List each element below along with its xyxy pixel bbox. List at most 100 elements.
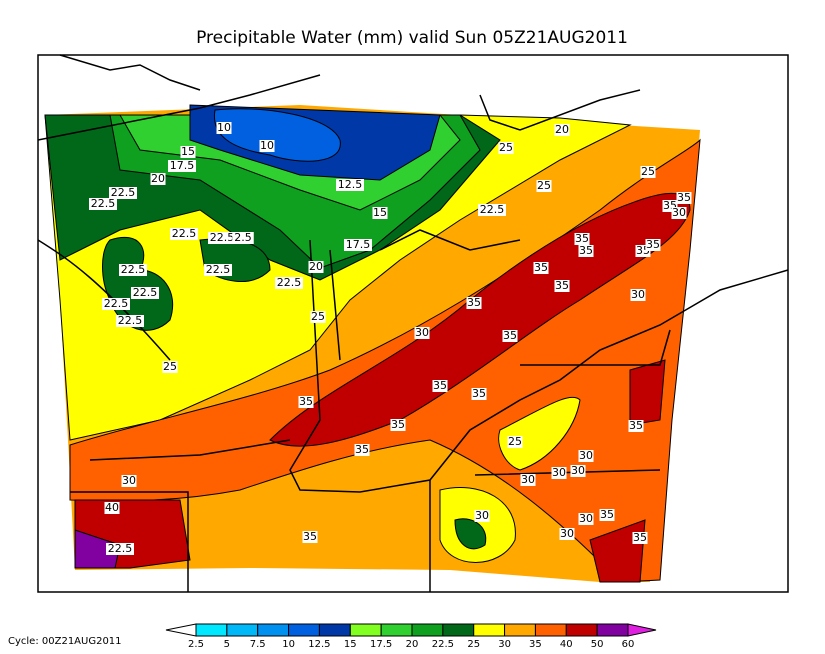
contour-label-bg (630, 289, 646, 301)
contour-label: 25 (163, 360, 177, 373)
contour-label-bg (414, 327, 430, 339)
contour-label: 35 (472, 387, 486, 400)
contour-label: 35 (503, 329, 517, 342)
title: Precipitable Water (mm) valid Sun 05Z21A… (196, 28, 628, 48)
contour-label: 22.5 (480, 203, 505, 216)
colorbar-arrow (627, 623, 657, 637)
contour-label-bg (578, 450, 594, 462)
contour-label: 35 (433, 379, 447, 392)
contour-label: 25 (499, 141, 513, 154)
contour-label: 22.5 (91, 197, 116, 210)
contour-label-bg (119, 264, 147, 276)
contour-label: 25 (537, 179, 551, 192)
colorbar-box (318, 623, 351, 637)
contour-label-bg (121, 475, 137, 487)
colorbar-box (442, 623, 475, 637)
contour-label-bg (471, 388, 487, 400)
colorbar-label: 22.5 (432, 639, 454, 650)
contour-label-bg (599, 509, 615, 521)
fields (44, 104, 701, 583)
contour-label: 35 (299, 395, 313, 408)
contour-label: 30 (552, 466, 566, 479)
colorbar-label: 20 (406, 639, 419, 650)
contour-label: 40 (105, 501, 119, 514)
contour-label-bg (507, 436, 523, 448)
colorbar-label: 15 (344, 639, 357, 650)
contour-label: 15 (181, 145, 195, 158)
colorbar-arrow (165, 623, 197, 637)
contour-label: 22.5 (108, 542, 133, 555)
colorbar-label: 10 (282, 639, 295, 650)
contour-label: 30 (579, 512, 593, 525)
contour-label: 10 (217, 121, 231, 134)
contour-label: 35 (555, 279, 569, 292)
contour-label: 35 (467, 296, 481, 309)
contour-label: 22.5 (133, 286, 158, 299)
contour-label: 35 (575, 232, 589, 245)
colorbar-label: 12.5 (308, 639, 330, 650)
contour-label-bg (275, 277, 303, 289)
colorbar-label: 40 (560, 639, 573, 650)
contour-label: 22.5 (118, 314, 143, 327)
contour-label-bg (102, 298, 130, 310)
contour-label: 30 (631, 288, 645, 301)
contour-label-bg (336, 179, 364, 191)
contour-label: 22.5 (172, 227, 197, 240)
contour-label-bg (502, 330, 518, 342)
contour-label-bg (354, 444, 370, 456)
contour-label-bg (676, 192, 692, 204)
contour-label-bg (554, 280, 570, 292)
contour-label: 25 (641, 165, 655, 178)
contour-label-bg (104, 502, 120, 514)
contour-label-bg (162, 361, 178, 373)
contour-label-bg (551, 467, 567, 479)
contour-label: 17.5 (346, 238, 371, 251)
contour-label: 30 (521, 473, 535, 486)
contour-label: 15 (373, 206, 387, 219)
contour-label: 20 (151, 172, 165, 185)
colorbar-box (411, 623, 444, 637)
colorbar-box (195, 623, 228, 637)
contour-label-bg (109, 187, 137, 199)
contour-label-bg (466, 297, 482, 309)
colorbar-box (565, 623, 598, 637)
contour-label: 30 (415, 326, 429, 339)
contour-label-bg (578, 513, 594, 525)
contour-label: 22.5 (104, 297, 129, 310)
contour-label-bg (131, 287, 159, 299)
contour-label-bg (116, 315, 144, 327)
colorbar-box (226, 623, 259, 637)
contour-label-bg (150, 173, 166, 185)
colorbar-box (380, 623, 413, 637)
contour-label: 30 (579, 449, 593, 462)
contour-label-bg (168, 160, 196, 172)
borders (37, 54, 789, 592)
contour-label-bg (180, 146, 196, 158)
contour-label-bg (89, 198, 117, 210)
colorbar-label: 7.5 (250, 639, 266, 650)
contour-label-bg (574, 233, 590, 245)
contour-label-bg (533, 262, 549, 274)
contour-label-bg (432, 380, 448, 392)
contour-label-bg (536, 180, 552, 192)
contour-label-bg (259, 140, 275, 152)
contour-label-bg (570, 465, 586, 477)
colorbar-box (504, 623, 536, 637)
contour-label-bg (640, 166, 656, 178)
colorbar-box (534, 623, 567, 637)
contour-label: 20 (555, 123, 569, 136)
contour-label: 35 (646, 238, 660, 251)
colorbar-label: 25 (467, 639, 480, 650)
colorbar-box (349, 623, 382, 637)
contour-label: 30 (122, 474, 136, 487)
colorbar-label: 35 (529, 639, 542, 650)
contour-label-bg (208, 232, 236, 244)
contour-label: 22.5 (206, 263, 231, 276)
contour-label-bg (554, 124, 570, 136)
contour-label-bg (372, 207, 388, 219)
contour-label-bg (645, 239, 661, 251)
contour-label: 12.5 (338, 178, 363, 191)
contour-label: 22.5 (277, 276, 302, 289)
colorbar-label: 17.5 (370, 639, 392, 650)
